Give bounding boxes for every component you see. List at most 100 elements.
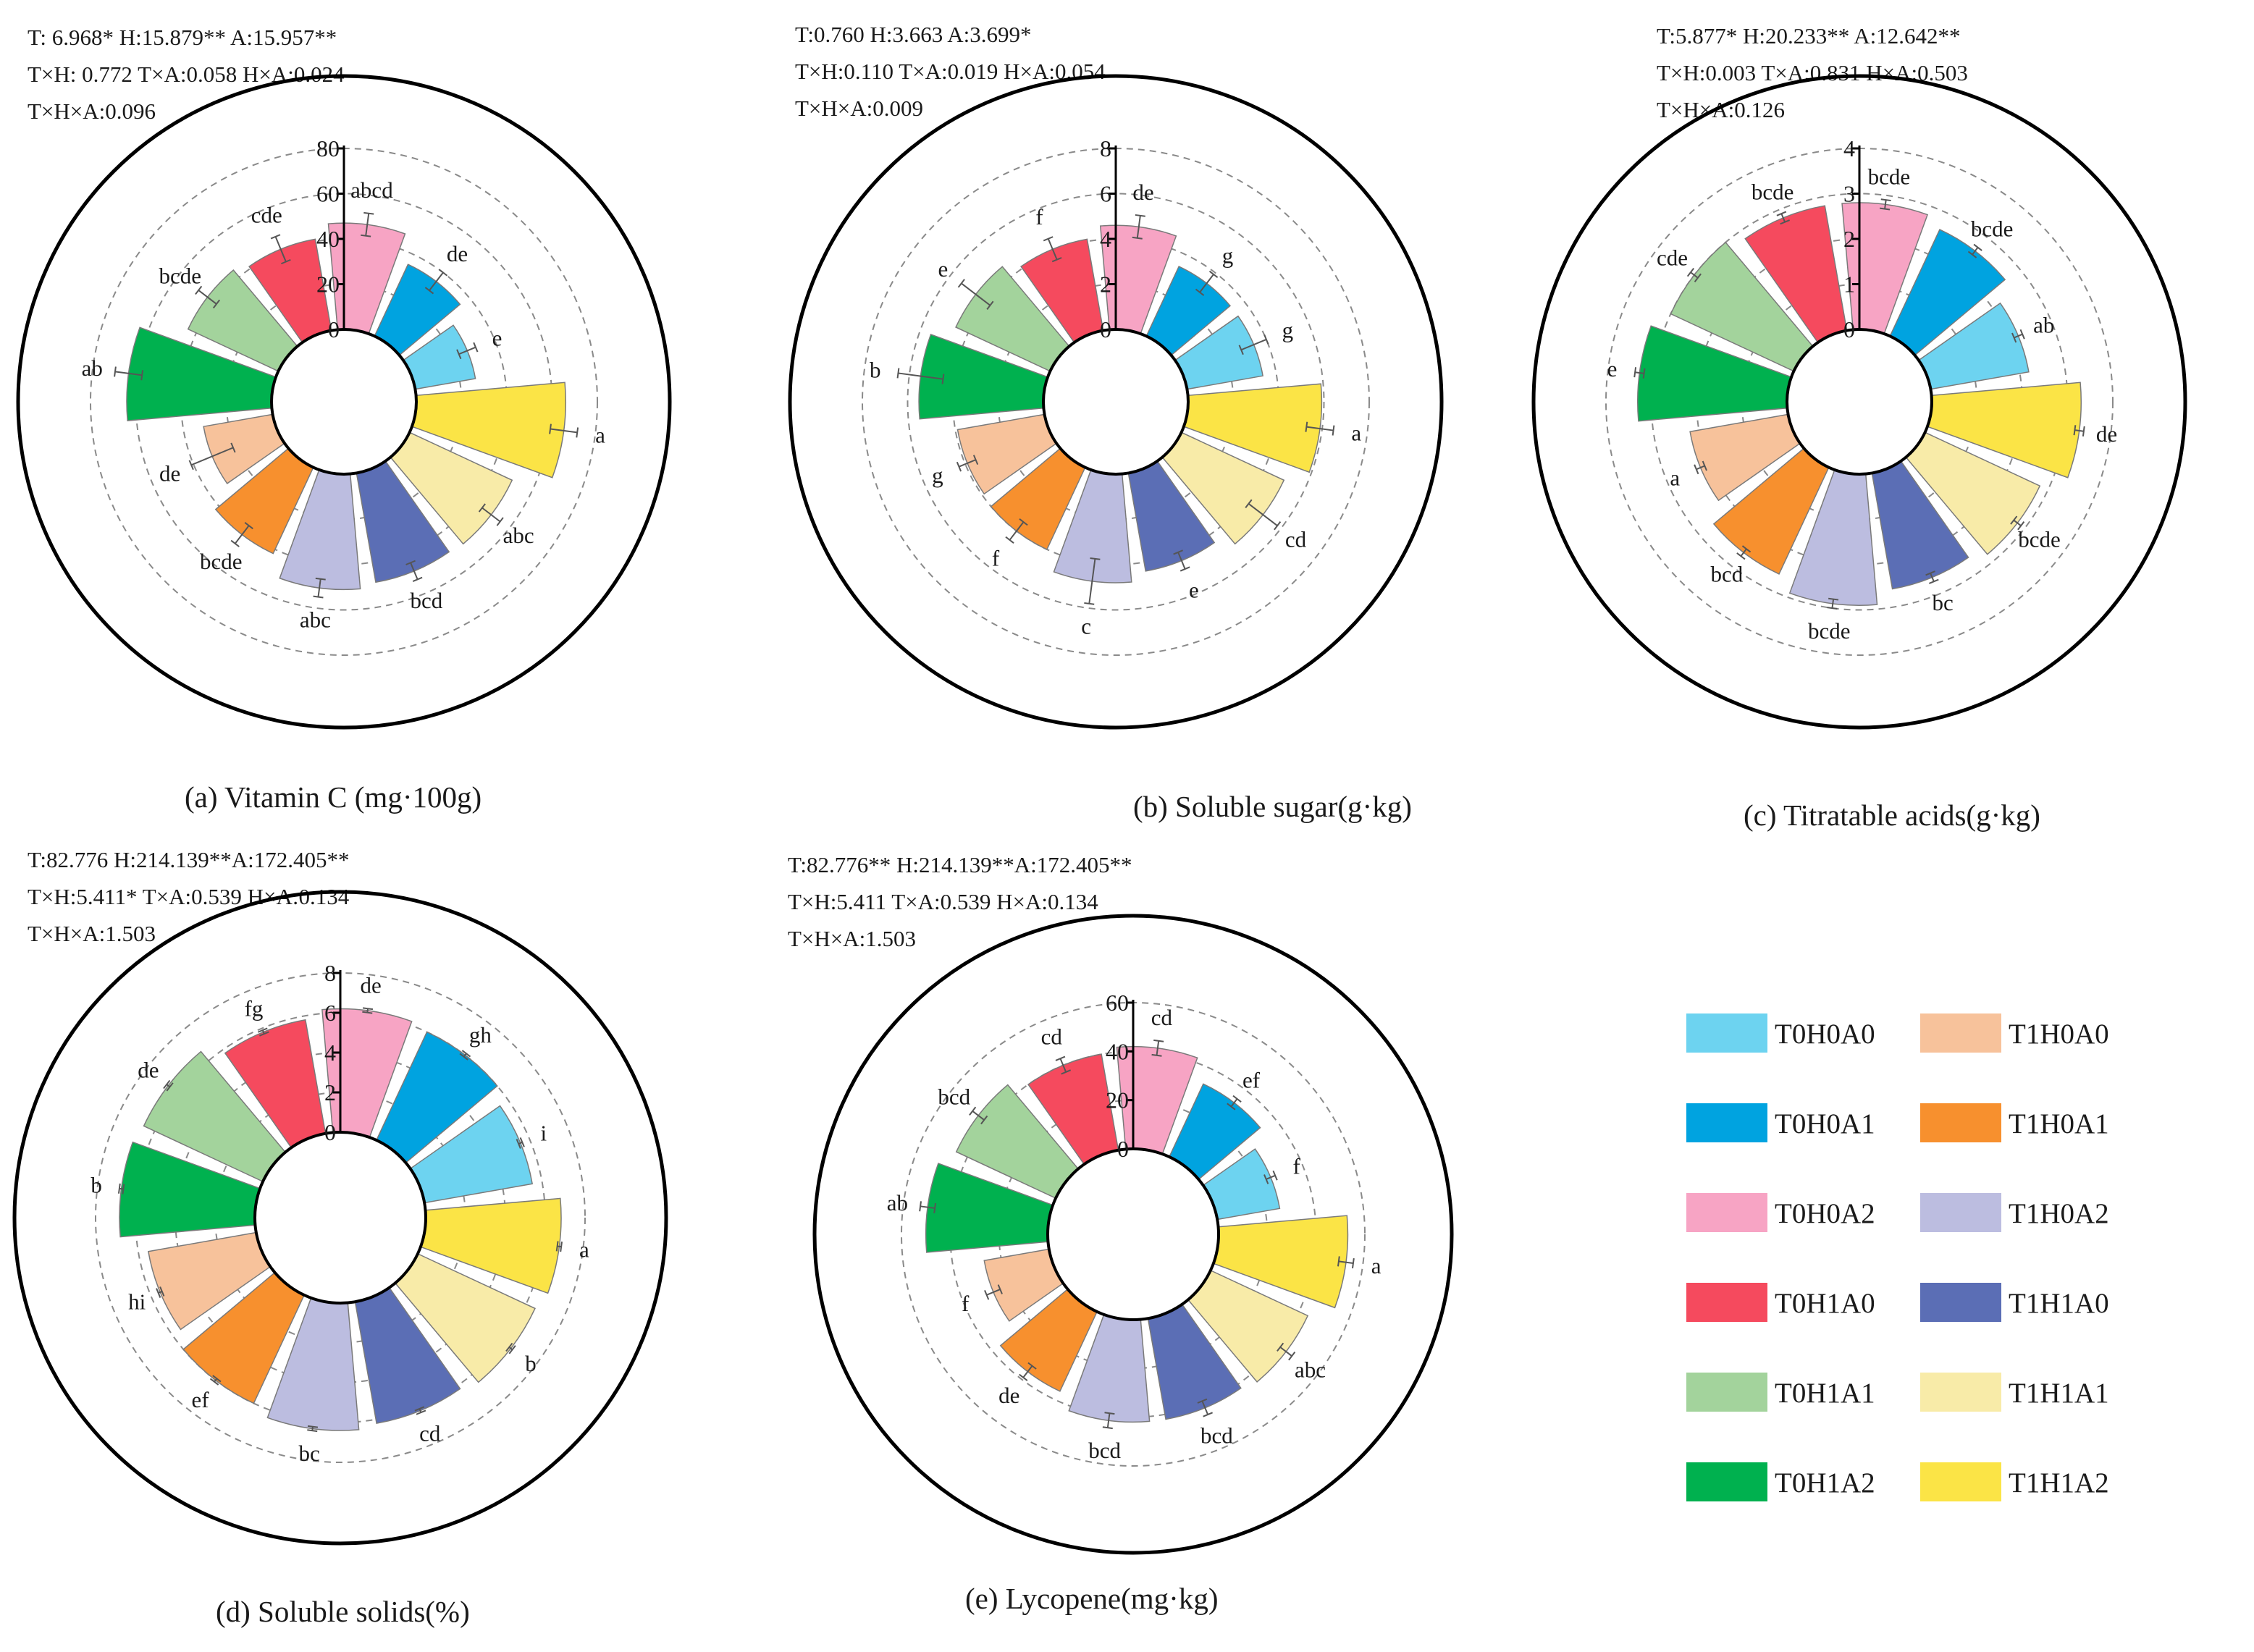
- error-cap: [1102, 1426, 1113, 1430]
- error-bar: [1248, 502, 1278, 527]
- error-cap: [505, 1342, 513, 1352]
- significance-letter: f: [992, 545, 1000, 570]
- significance-letter: ef: [192, 1387, 210, 1412]
- gridline: [907, 193, 1325, 611]
- significance-letter: ab: [82, 355, 103, 381]
- error-cap: [957, 279, 965, 288]
- error-bar: [1306, 426, 1334, 431]
- error-bar: [550, 428, 578, 434]
- error-cap: [496, 517, 504, 526]
- error-cap: [2010, 515, 2018, 525]
- error-cap: [1642, 368, 1646, 379]
- stats-line: T: 6.968* H:15.879** A:15.957**: [28, 25, 337, 50]
- stats-line: T×H×A:1.503: [788, 926, 916, 951]
- panel-caption: (e) Lycopene(mg·kg): [965, 1582, 1218, 1615]
- significance-letter: hi: [128, 1289, 146, 1314]
- error-cap: [1263, 334, 1269, 345]
- significance-letter: bc: [298, 1441, 319, 1466]
- error-bar: [1690, 271, 1699, 279]
- panel-soluble-solids: T:82.776 H:214.139**A:172.405** T×H:5.411…: [12, 847, 668, 1628]
- error-cap: [114, 366, 117, 377]
- legend: T0H0A0 T1H0A0 T0H0A1 T1H0A1 T0H0A2 T1H0A2 T0H1…: [1686, 1013, 2109, 1501]
- error-cap: [516, 1139, 521, 1149]
- error-cap: [1925, 570, 1935, 576]
- panel-caption: (c) Titratable acids(g·kg): [1744, 798, 2040, 832]
- inner-hub: [1786, 328, 1933, 476]
- error-cap: [1208, 270, 1219, 279]
- significance-letter: bc: [1932, 590, 1953, 615]
- error-bar: [1884, 200, 1887, 209]
- legend-swatch-t0h1a1: [1686, 1373, 1767, 1412]
- error-cap: [166, 1082, 174, 1092]
- error-cap: [2017, 521, 2025, 531]
- error-cap: [1272, 1170, 1278, 1181]
- error-bar: [1338, 1260, 1354, 1265]
- inner-hub: [1042, 328, 1190, 476]
- error-bar: [1780, 213, 1786, 223]
- error-cap: [122, 1184, 125, 1194]
- error-cap: [1104, 1412, 1115, 1415]
- error-cap: [313, 595, 324, 599]
- significance-letter: bcde: [1808, 618, 1851, 644]
- error-cap: [1686, 268, 1695, 277]
- legend-swatch-t0h0a0: [1686, 1013, 1767, 1053]
- error-cap: [424, 287, 434, 295]
- error-cap: [244, 522, 253, 530]
- significance-letter: bcd: [411, 588, 443, 613]
- legend-label-t0h1a2: T0H1A2: [1775, 1467, 1875, 1499]
- significance-letter: gh: [469, 1022, 492, 1048]
- error-cap: [2011, 332, 2017, 343]
- tick-label: 6: [324, 1000, 336, 1026]
- tick-label: 60: [316, 181, 340, 207]
- error-cap: [1702, 460, 1707, 471]
- significance-letter: bcde: [1752, 180, 1794, 205]
- error-cap: [508, 1345, 516, 1354]
- tick-label: 0: [328, 316, 340, 342]
- error-bar: [410, 562, 419, 580]
- significance-letter: bcd: [1200, 1423, 1233, 1449]
- panel-lycopene: T:82.776** H:214.139**A:172.405** T×H:5.4…: [788, 852, 1454, 1615]
- legend-label-t1h0a0: T1H0A0: [2009, 1019, 2109, 1050]
- error-cap: [1880, 198, 1891, 202]
- error-bar: [959, 459, 976, 468]
- error-bar: [1230, 1098, 1238, 1108]
- error-cap: [519, 1137, 525, 1147]
- error-cap: [1828, 597, 1839, 601]
- significance-letter: a: [579, 1236, 589, 1262]
- error-cap: [270, 234, 281, 240]
- error-cap: [212, 299, 221, 309]
- error-cap: [896, 368, 900, 379]
- error-cap: [1928, 578, 1939, 584]
- tick-label: 0: [324, 1119, 336, 1145]
- error-bar: [1201, 1400, 1209, 1415]
- stats-line: T:0.760 H:3.663 A:3.699*: [795, 22, 1032, 47]
- legend-swatch-t1h1a1: [1920, 1373, 2001, 1412]
- error-cap: [1179, 566, 1190, 572]
- error-cap: [1203, 1412, 1213, 1417]
- legend-swatch-t1h1a0: [1920, 1283, 2001, 1322]
- tick-label: 4: [324, 1040, 336, 1066]
- error-bar: [986, 1289, 1001, 1296]
- significance-letter: a: [1351, 421, 1361, 446]
- error-bar: [1279, 1347, 1292, 1357]
- tick-label: 40: [1106, 1038, 1129, 1064]
- error-cap: [281, 258, 291, 265]
- tick-label: 2: [1843, 226, 1855, 252]
- error-bar: [1047, 238, 1058, 261]
- error-cap: [1195, 288, 1205, 296]
- tick-label: 1: [1843, 271, 1855, 298]
- error-cap: [1245, 499, 1253, 508]
- error-cap: [140, 370, 144, 381]
- significance-letter: bcd: [1711, 562, 1744, 587]
- error-cap: [1173, 549, 1183, 555]
- error-cap: [1967, 250, 1977, 258]
- legend-swatch-t0h1a0: [1686, 1283, 1767, 1322]
- stats-line: T×H: 0.772 T×A:0.058 H×A:0.024: [28, 62, 345, 87]
- error-bar: [274, 236, 287, 262]
- error-cap: [1197, 1398, 1208, 1404]
- panel-vitamin-c: T: 6.968* H:15.879** A:15.957** T×H: 0.77…: [16, 25, 672, 814]
- stats-line: T×H×A:0.126: [1657, 97, 1785, 122]
- tick-label: 0: [1100, 316, 1111, 342]
- inner-hub: [253, 1131, 427, 1305]
- significance-letter: fg: [245, 996, 264, 1021]
